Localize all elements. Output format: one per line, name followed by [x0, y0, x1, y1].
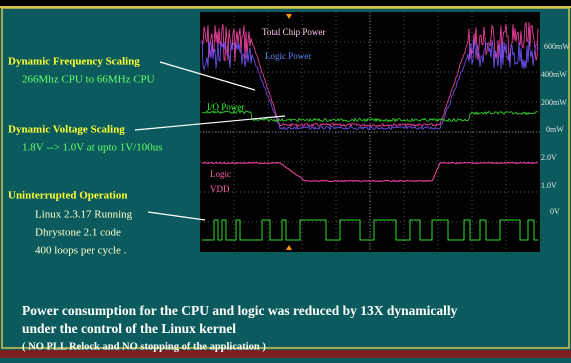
scale-label: 0V	[550, 207, 560, 216]
arrow	[148, 212, 205, 220]
trace-label: I/O Power	[207, 102, 244, 112]
scale-label: 0mW	[546, 125, 564, 134]
slide: Dynamic Frequency Scaling 266Mhz CPU to …	[0, 0, 571, 358]
scale-label: 400mW	[541, 70, 567, 79]
page: Dynamic Frequency Scaling 266Mhz CPU to …	[0, 0, 571, 358]
scale-label: 200mW	[541, 98, 567, 107]
callout-text: 1.8V --> 1.0V at upto 1V/100us	[22, 142, 163, 154]
trace-label: Total Chip Power	[262, 27, 325, 37]
trace-label: Logic	[210, 169, 231, 179]
trace-label: Logic Power	[265, 51, 311, 61]
scale-label: 2.0V	[541, 153, 557, 162]
callout-text: Linux 2.3.17 Running	[35, 209, 133, 221]
scale-label: 1.0V	[541, 181, 557, 190]
summary-text: under the control of the Linux kernel	[22, 321, 236, 336]
callout-text: 400 loops per cycle .	[35, 245, 127, 257]
summary-text: Power consumption for the CPU and logic …	[22, 303, 458, 318]
callout-text: 266Mhz CPU to 66MHz CPU	[22, 74, 155, 86]
callout-title: Dynamic Frequency Scaling	[8, 56, 140, 68]
summary-note: ( NO PLL Relock and NO stopping of the a…	[22, 341, 266, 352]
scale-label: 600mW	[544, 42, 570, 51]
callout-title: Dynamic Voltage Scaling	[8, 124, 125, 136]
callout-title: Uninterrupted Operation	[8, 190, 127, 202]
top-bar	[0, 0, 571, 6]
trace-label: VDD	[210, 184, 230, 194]
callout-text: Dhrystone 2.1 code	[35, 227, 121, 239]
